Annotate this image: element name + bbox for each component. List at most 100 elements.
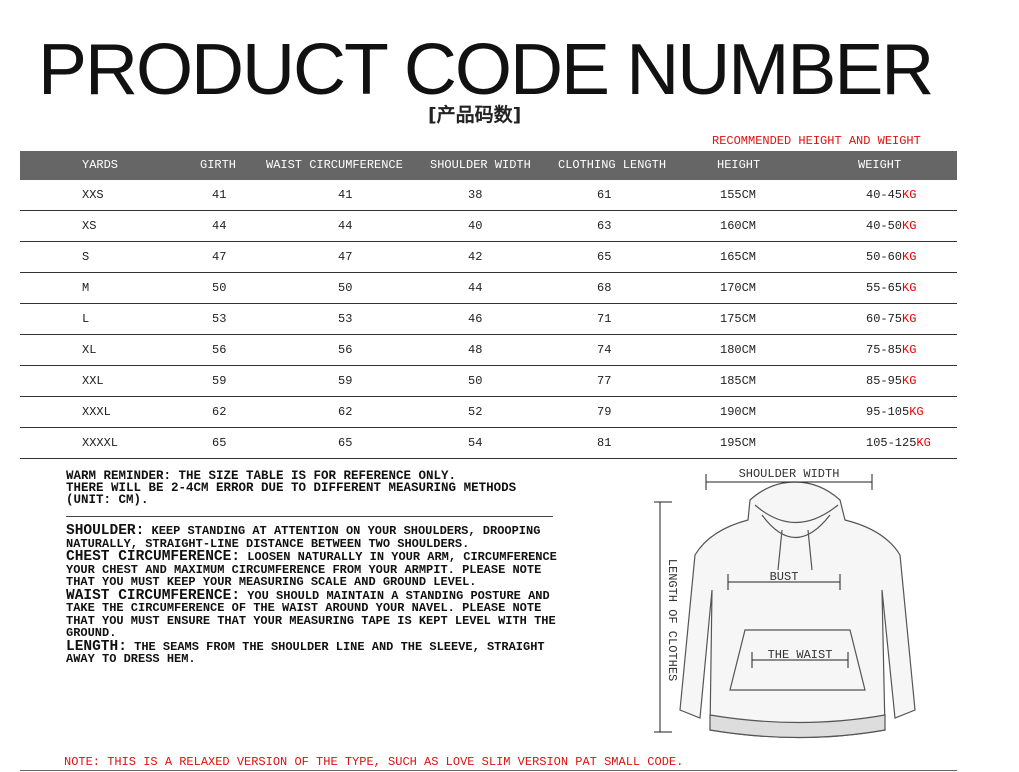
table-cell: 79 bbox=[597, 405, 612, 419]
table-cell: 62 bbox=[338, 405, 353, 419]
reminder-line: THERE WILL BE 2-4CM ERROR DUE TO DIFFERE… bbox=[66, 481, 517, 495]
table-cell: 81 bbox=[597, 436, 612, 450]
table-cell: 62 bbox=[212, 405, 227, 419]
weight-value: 50-60 bbox=[866, 250, 903, 264]
table-cell: 180CM bbox=[720, 343, 757, 357]
subtitle: [产品码数] bbox=[428, 104, 522, 126]
table-row: XXXXL 65 65 54 81 195CM 105-125KG bbox=[20, 428, 957, 459]
table-cell: XS bbox=[82, 219, 97, 233]
table-cell: 160CM bbox=[720, 219, 757, 233]
reminder-line: (UNIT: CM). bbox=[66, 493, 149, 507]
bust-label: BUST bbox=[770, 570, 799, 584]
size-table: YARDS GIRTH WAIST CIRCUMFERENCE SHOULDER WI… bbox=[20, 151, 957, 459]
note-term: WAIST CIRCUMFERENCE: bbox=[66, 587, 241, 604]
table-cell: 53 bbox=[212, 312, 227, 326]
weight-cell: 40-50KG bbox=[866, 211, 916, 241]
table-cell: 59 bbox=[212, 374, 227, 388]
table-row: XL 56 56 48 74 180CM 75-85KG bbox=[20, 335, 957, 366]
weight-unit: KG bbox=[916, 436, 931, 450]
weight-value: 75-85 bbox=[866, 343, 903, 357]
table-cell: XL bbox=[82, 343, 97, 357]
weight-cell: 95-105KG bbox=[866, 397, 924, 427]
table-cell: 44 bbox=[338, 219, 353, 233]
footnote-line bbox=[20, 770, 957, 771]
table-cell: 48 bbox=[468, 343, 483, 357]
note-section: CHEST CIRCUMFERENCE: LOOSEN NATURALLY IN… bbox=[66, 550, 566, 589]
table-cell: 50 bbox=[338, 281, 353, 295]
table-cell: 53 bbox=[338, 312, 353, 326]
table-cell: 190CM bbox=[720, 405, 757, 419]
table-cell: 54 bbox=[468, 436, 483, 450]
weight-cell: 55-65KG bbox=[866, 273, 916, 303]
table-cell: 56 bbox=[212, 343, 227, 357]
weight-unit: KG bbox=[902, 343, 917, 357]
table-cell: 155CM bbox=[720, 188, 757, 202]
weight-unit: KG bbox=[902, 374, 917, 388]
sections: SHOULDER: KEEP STANDING AT ATTENTION ON … bbox=[66, 524, 566, 666]
table-cell: L bbox=[82, 312, 90, 326]
shoulder-width-label: SHOULDER WIDTH bbox=[739, 467, 840, 481]
column-header: CLOTHING LENGTH bbox=[558, 158, 667, 172]
weight-cell: 40-45KG bbox=[866, 180, 916, 210]
weight-unit: KG bbox=[902, 281, 917, 295]
weight-cell: 105-125KG bbox=[866, 428, 931, 458]
table-row: XXXL 62 62 52 79 190CM 95-105KG bbox=[20, 397, 957, 428]
table-cell: 38 bbox=[468, 188, 483, 202]
table-cell: 65 bbox=[597, 250, 612, 264]
table-cell: 44 bbox=[468, 281, 483, 295]
column-header: GIRTH bbox=[200, 158, 237, 172]
table-cell: M bbox=[82, 281, 90, 295]
note-section: WAIST CIRCUMFERENCE: YOU SHOULD MAINTAIN… bbox=[66, 587, 566, 640]
reminder-line: WARM REMINDER: THE SIZE TABLE IS FOR REF… bbox=[66, 469, 457, 483]
table-cell: 77 bbox=[597, 374, 612, 388]
table-cell: XXL bbox=[82, 374, 104, 388]
table-row: S 47 47 42 65 165CM 50-60KG bbox=[20, 242, 957, 273]
table-cell: 165CM bbox=[720, 250, 757, 264]
weight-cell: 50-60KG bbox=[866, 242, 916, 272]
table-cell: 65 bbox=[338, 436, 353, 450]
note-section: LENGTH: THE SEAMS FROM THE SHOULDER LINE… bbox=[66, 638, 566, 666]
note-text: THE SEAMS FROM THE SHOULDER LINE AND THE… bbox=[66, 639, 545, 666]
table-cell: 47 bbox=[212, 250, 227, 264]
table-cell: XXXXL bbox=[82, 436, 119, 450]
length-label: LENGTH OF CLOTHES bbox=[665, 559, 679, 681]
table-row: L 53 53 46 71 175CM 60-75KG bbox=[20, 304, 957, 335]
note-text: KEEP STANDING AT ATTENTION ON YOUR SHOUL… bbox=[66, 524, 541, 551]
table-row: XXS 41 41 38 61 155CM 40-45KG bbox=[20, 180, 957, 211]
weight-cell: 85-95KG bbox=[866, 366, 916, 396]
waist-label: THE WAIST bbox=[768, 648, 833, 662]
weight-unit: KG bbox=[902, 250, 917, 264]
header-row: YARDS GIRTH WAIST CIRCUMFERENCE SHOULDER WI… bbox=[20, 151, 957, 180]
table-cell: S bbox=[82, 250, 90, 264]
note-term: LENGTH: bbox=[66, 638, 127, 655]
separator bbox=[66, 516, 553, 517]
table-cell: 41 bbox=[212, 188, 227, 202]
table-cell: XXS bbox=[82, 188, 104, 202]
title: PRODUCT CODE NUMBER bbox=[38, 30, 934, 110]
weight-value: 40-45 bbox=[866, 188, 903, 202]
recommendation: RECOMMENDED HEIGHT AND WEIGHT bbox=[712, 134, 921, 148]
table-cell: 41 bbox=[338, 188, 353, 202]
table-cell: 46 bbox=[468, 312, 483, 326]
table-cell: 52 bbox=[468, 405, 483, 419]
column-header: YARDS bbox=[82, 158, 119, 172]
table-cell: 59 bbox=[338, 374, 353, 388]
table-cell: 68 bbox=[597, 281, 612, 295]
reminder: WARM REMINDER: THE SIZE TABLE IS FOR REF… bbox=[66, 469, 566, 507]
table-cell: 185CM bbox=[720, 374, 757, 388]
column-header: WAIST CIRCUMFERENCE bbox=[266, 158, 403, 172]
table-cell: 61 bbox=[597, 188, 612, 202]
weight-value: 40-50 bbox=[866, 219, 903, 233]
weight-unit: KG bbox=[902, 312, 917, 326]
table-cell: 47 bbox=[338, 250, 353, 264]
table-cell: 170CM bbox=[720, 281, 757, 295]
table-cell: 74 bbox=[597, 343, 612, 357]
table-cell: 71 bbox=[597, 312, 612, 326]
table-cell: 42 bbox=[468, 250, 483, 264]
notes: WARM REMINDER: THE SIZE TABLE IS FOR REF… bbox=[66, 470, 566, 667]
footnote: NOTE: THIS IS A RELAXED VERSION OF THE T… bbox=[64, 755, 684, 769]
column-header: SHOULDER WIDTH bbox=[430, 158, 531, 172]
weight-unit: KG bbox=[902, 219, 917, 233]
table-row: XXL 59 59 50 77 185CM 85-95KG bbox=[20, 366, 957, 397]
